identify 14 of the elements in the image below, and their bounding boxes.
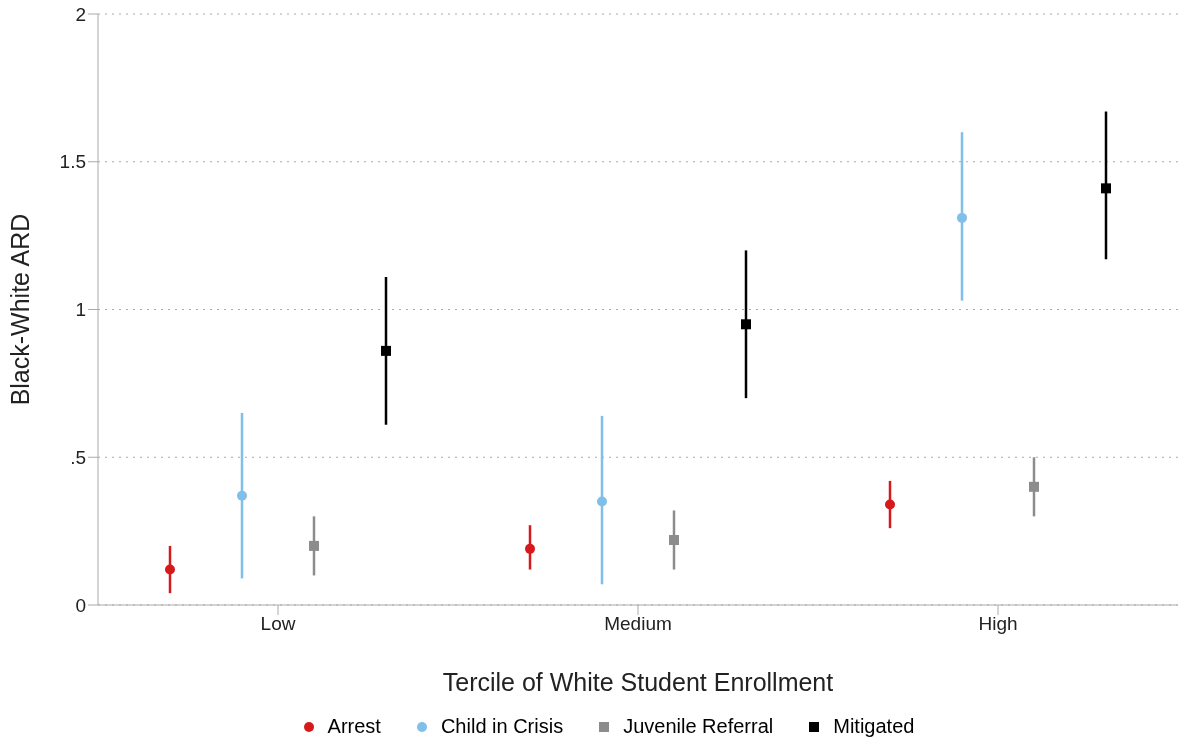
legend-label: Arrest	[327, 715, 381, 738]
x-tick-label: Medium	[604, 613, 672, 635]
y-tick-label: 2	[75, 3, 86, 25]
y-tick-label: 0	[75, 594, 86, 616]
y-tick-label: 1.5	[59, 151, 86, 173]
x-tick-label: High	[978, 613, 1018, 635]
x-tick-label: Low	[260, 613, 296, 635]
y-axis-title: Black-White ARD	[5, 213, 34, 406]
y-tick-label: 1	[75, 299, 86, 321]
x-axis-title: Tercile of White Student Enrollment	[442, 668, 834, 696]
legend-label: Juvenile Referral	[623, 715, 774, 738]
legend-label: Child in Crisis	[440, 715, 564, 738]
legend-label: Mitigated	[833, 715, 915, 738]
y-tick-label: .5	[70, 446, 86, 468]
